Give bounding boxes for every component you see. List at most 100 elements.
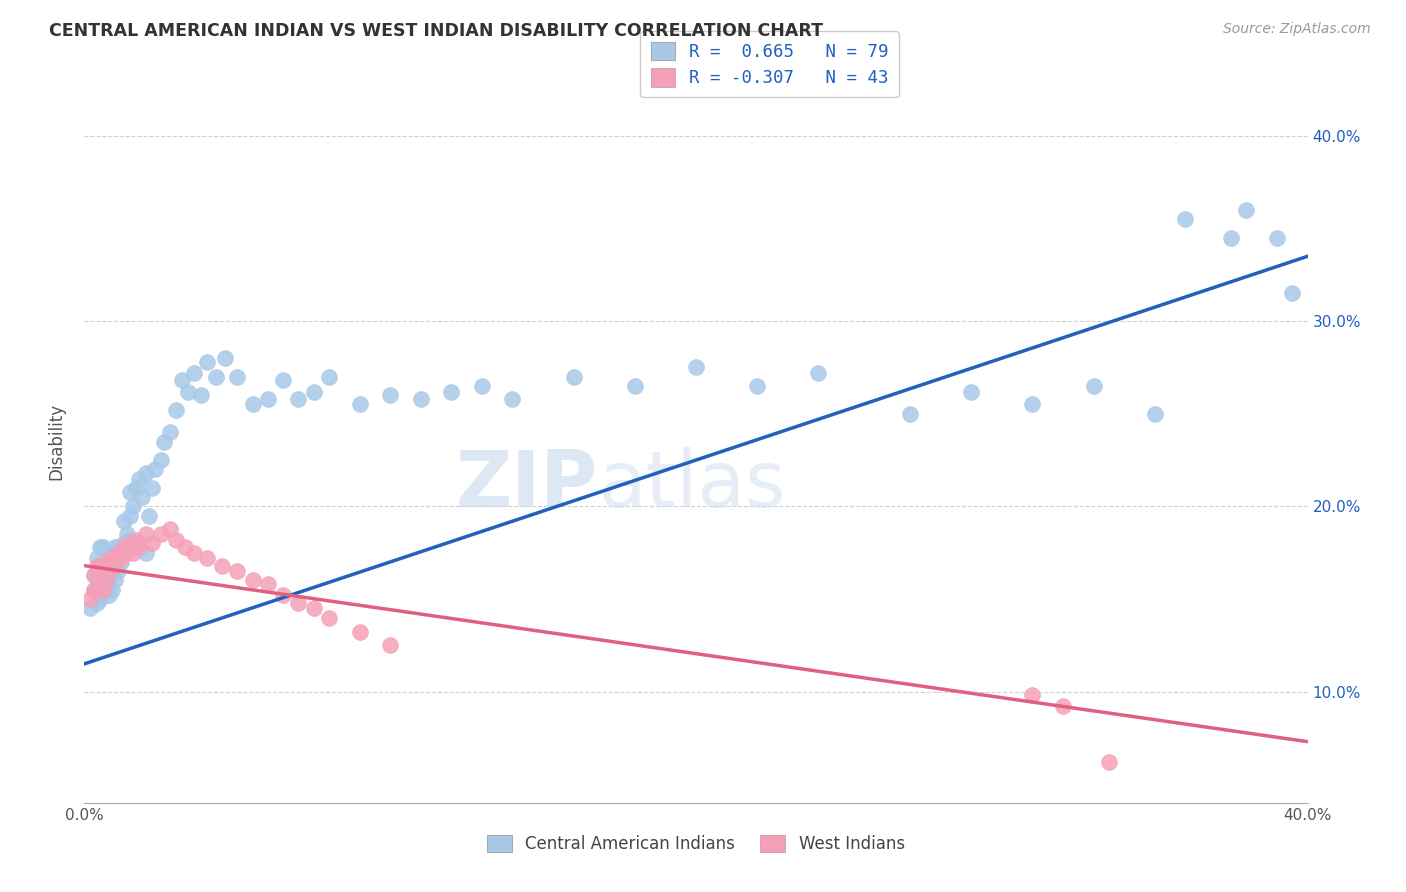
Point [242, 574, 264, 588]
Point [104, 574, 127, 588]
Point [122, 546, 145, 560]
Point [89, 577, 111, 591]
Point [177, 384, 200, 399]
Point [747, 379, 769, 393]
Point [86, 574, 108, 588]
Point [79, 601, 101, 615]
Point [1281, 286, 1303, 301]
Point [125, 481, 148, 495]
Point [107, 540, 129, 554]
Point [97, 564, 120, 578]
Point [205, 369, 228, 384]
Point [125, 533, 148, 547]
Point [562, 369, 585, 384]
Point [440, 384, 463, 399]
Point [101, 555, 124, 569]
Point [107, 564, 129, 578]
Point [110, 551, 132, 566]
Point [1143, 407, 1166, 421]
Point [271, 588, 294, 602]
Point [112, 536, 135, 550]
Point [122, 500, 145, 514]
Point [195, 551, 218, 566]
Text: Source: ZipAtlas.com: Source: ZipAtlas.com [1223, 22, 1371, 37]
Point [91, 564, 114, 578]
Point [271, 373, 294, 387]
Point [101, 582, 124, 597]
Point [211, 558, 233, 573]
Point [94, 577, 117, 591]
Point [120, 533, 142, 547]
Point [89, 558, 111, 573]
Point [149, 527, 172, 541]
Point [165, 403, 187, 417]
Point [115, 546, 138, 560]
Point [138, 508, 160, 523]
Point [409, 392, 432, 406]
Y-axis label: Disability: Disability [48, 403, 66, 480]
Point [143, 462, 166, 476]
Point [86, 558, 108, 573]
Point [159, 522, 181, 536]
Point [214, 351, 236, 366]
Point [349, 397, 371, 411]
Point [83, 582, 105, 597]
Point [149, 453, 172, 467]
Point [120, 484, 142, 499]
Point [471, 379, 494, 393]
Legend: Central American Indians, West Indians: Central American Indians, West Indians [481, 828, 911, 860]
Point [226, 369, 249, 384]
Point [1220, 231, 1243, 245]
Point [318, 610, 340, 624]
Text: ZIP: ZIP [456, 447, 598, 523]
Point [135, 527, 157, 541]
Point [172, 373, 194, 387]
Point [112, 514, 135, 528]
Point [141, 481, 163, 495]
Point [174, 540, 197, 554]
Point [898, 407, 921, 421]
Point [287, 596, 309, 610]
Point [91, 564, 114, 578]
Point [190, 388, 212, 402]
Point [135, 466, 157, 480]
Point [91, 582, 114, 597]
Point [91, 540, 114, 554]
Point [94, 555, 117, 569]
Point [1021, 397, 1043, 411]
Point [1265, 231, 1288, 245]
Point [242, 397, 264, 411]
Point [287, 392, 309, 406]
Point [1021, 689, 1043, 703]
Point [159, 425, 181, 440]
Point [1083, 379, 1105, 393]
Point [101, 551, 124, 566]
Point [86, 582, 108, 597]
Point [380, 388, 402, 402]
Point [1052, 699, 1074, 714]
Point [1236, 202, 1258, 217]
Point [349, 625, 371, 640]
Point [141, 536, 163, 550]
Point [86, 551, 108, 566]
Point [104, 540, 127, 554]
Point [226, 564, 249, 578]
Point [79, 592, 101, 607]
Point [83, 568, 105, 582]
Point [257, 392, 280, 406]
Point [115, 527, 138, 541]
Point [89, 558, 111, 573]
Point [380, 638, 402, 652]
Point [91, 582, 114, 597]
Point [104, 558, 127, 573]
Point [110, 555, 132, 569]
Point [1098, 755, 1121, 769]
Point [128, 472, 150, 486]
Point [624, 379, 647, 393]
Point [104, 546, 127, 560]
Point [131, 490, 153, 504]
Point [120, 536, 142, 550]
Text: CENTRAL AMERICAN INDIAN VS WEST INDIAN DISABILITY CORRELATION CHART: CENTRAL AMERICAN INDIAN VS WEST INDIAN D… [49, 22, 823, 40]
Point [195, 355, 218, 369]
Point [960, 384, 983, 399]
